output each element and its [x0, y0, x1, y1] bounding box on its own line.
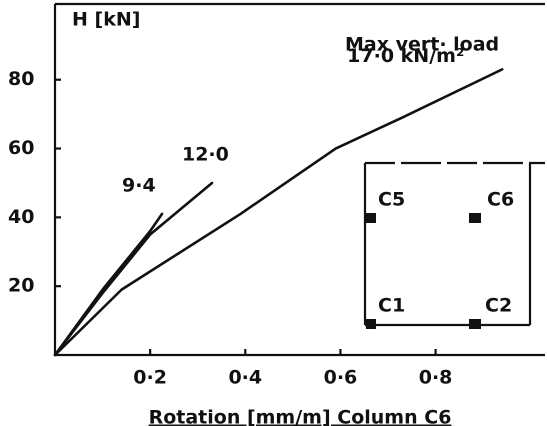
column: [469, 319, 481, 329]
x-tick-label: 0·2: [133, 367, 167, 389]
series-label: 12·0: [182, 143, 229, 165]
y-tick-label: 60: [8, 137, 34, 159]
x-tick-label: 0·4: [228, 367, 262, 389]
y-axis-label: H [kN]: [72, 9, 140, 31]
y-tick-label: 20: [8, 275, 34, 297]
annotation: Max vert· load: [345, 34, 499, 56]
x-axis-label: Rotation [mm/m] Column C6: [149, 407, 452, 426]
column: [469, 213, 481, 223]
y-tick-label: 80: [8, 68, 34, 90]
y-tick-label: 40: [8, 206, 34, 228]
series-line: [53, 181, 214, 357]
x-tick-label: 0·8: [419, 367, 453, 389]
column-label: C5: [378, 189, 405, 211]
column-label: C2: [485, 295, 512, 317]
series-label: 9·4: [122, 174, 156, 196]
inset: C5 C6 C1 C2: [363, 161, 545, 329]
series-line: [53, 68, 504, 357]
column: [366, 213, 376, 223]
series-label: 17·0 kN/m²: [347, 45, 464, 67]
column-label: C6: [487, 189, 514, 211]
x-tick-label: 0·6: [324, 367, 358, 389]
column: [366, 319, 376, 329]
column-label: C1: [378, 295, 405, 317]
